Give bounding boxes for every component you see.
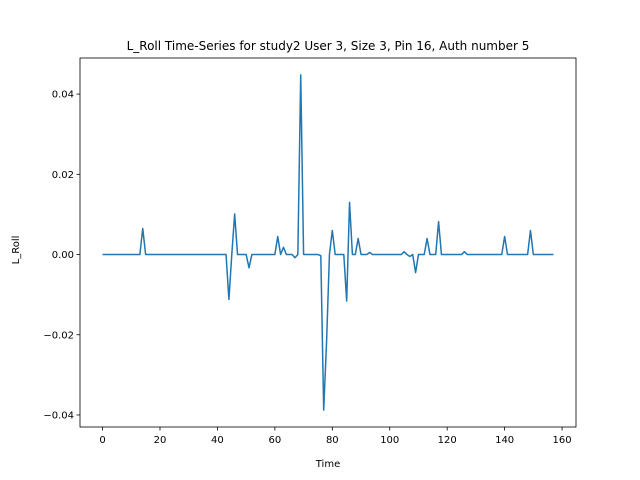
x-tick-label: 140	[495, 435, 514, 446]
y-tick-label: −0.04	[43, 410, 74, 421]
x-axis-label: Time	[315, 459, 340, 470]
x-tick-label: 80	[326, 435, 339, 446]
y-tick-label: 0.04	[52, 90, 74, 101]
x-tick-label: 0	[99, 435, 105, 446]
axes-frame	[79, 57, 577, 428]
x-tick-label: 60	[269, 435, 282, 446]
x-tick-label: 100	[380, 435, 399, 446]
y-tick-label: 0.00	[52, 250, 74, 261]
x-tick-label: 40	[211, 435, 224, 446]
series-line-0	[102, 74, 554, 411]
plot-area: 0 20 40 60 80 100 120 140 160 −0.04 −0.02 0.00 0.02 0…	[43, 57, 577, 446]
chart-title: L_Roll Time-Series for study2 User 3, Si…	[127, 39, 530, 53]
x-tick-label: 160	[553, 435, 572, 446]
x-tick-label: 20	[154, 435, 167, 446]
x-tick-label: 120	[438, 435, 457, 446]
y-axis-label: L_Roll	[11, 236, 22, 265]
y-tick-label: −0.02	[43, 330, 74, 341]
y-tick-label: 0.02	[52, 170, 74, 181]
